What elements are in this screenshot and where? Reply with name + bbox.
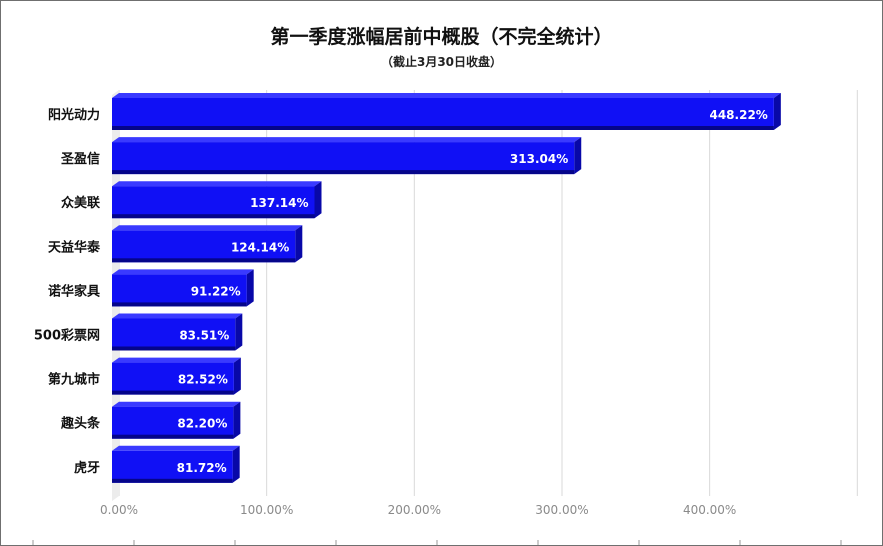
bar-side-face bbox=[233, 357, 241, 395]
category-label: 阳光动力 bbox=[48, 107, 100, 123]
bar-side-face bbox=[246, 269, 254, 307]
bar-side-face bbox=[773, 93, 781, 130]
category-label: 500彩票网 bbox=[34, 328, 100, 344]
bar-top-face bbox=[112, 445, 240, 451]
bar-side-face bbox=[574, 137, 582, 175]
bar-bottom-edge bbox=[112, 478, 233, 483]
bar-front-face bbox=[112, 186, 315, 219]
bar-top-face bbox=[112, 401, 241, 407]
bar-front-face bbox=[112, 142, 575, 175]
bar-value-label: 83.51% bbox=[179, 329, 229, 343]
bar-side-face bbox=[295, 225, 303, 263]
chart-title: 第一季度涨幅居前中概股（不完全统计） bbox=[270, 26, 613, 48]
bar-top-face bbox=[112, 269, 254, 275]
x-tick-label: 200.00% bbox=[388, 503, 441, 517]
category-label: 第九城市 bbox=[48, 372, 100, 388]
bar-value-label: 82.20% bbox=[177, 417, 227, 431]
bar-front-face bbox=[112, 230, 296, 263]
bar-side-face bbox=[314, 181, 322, 219]
bar-0 bbox=[112, 93, 781, 130]
bar-6 bbox=[112, 357, 241, 395]
bar-top-face bbox=[112, 313, 243, 319]
bar-value-label: 137.14% bbox=[250, 196, 308, 210]
x-tick-label: 100.00% bbox=[240, 503, 293, 517]
bar-2 bbox=[112, 181, 322, 219]
bar-bottom-edge bbox=[112, 346, 236, 351]
category-label: 趣头条 bbox=[60, 416, 101, 432]
category-label: 虎牙 bbox=[74, 460, 100, 476]
bar-value-label: 448.22% bbox=[709, 108, 767, 122]
bar-front-face bbox=[112, 318, 236, 351]
bar-front-face bbox=[112, 450, 233, 483]
bar-value-label: 81.72% bbox=[177, 461, 227, 475]
category-label: 圣盈信 bbox=[61, 151, 100, 167]
bar-value-label: 313.04% bbox=[510, 152, 568, 166]
bar-7 bbox=[112, 401, 241, 439]
bar-value-label: 124.14% bbox=[231, 240, 289, 254]
bar-top-face bbox=[112, 357, 241, 363]
bar-top-face bbox=[112, 93, 781, 98]
bar-side-face bbox=[232, 445, 240, 483]
bar-top-face bbox=[112, 181, 322, 187]
bar-5 bbox=[112, 313, 243, 351]
bar-top-face bbox=[112, 137, 582, 143]
x-tick-label: 400.00% bbox=[683, 503, 736, 517]
category-label: 众美联 bbox=[61, 195, 100, 211]
chart-subtitle: （截止3月30日收盘） bbox=[380, 55, 503, 69]
bar-bottom-edge bbox=[112, 258, 296, 263]
bar-side-face bbox=[233, 401, 241, 439]
bar-8 bbox=[112, 445, 240, 483]
category-label: 天益华泰 bbox=[48, 239, 101, 255]
bar-front-face bbox=[112, 362, 234, 395]
bar-1 bbox=[112, 137, 582, 175]
bar-bottom-edge bbox=[112, 126, 774, 130]
x-tick-label: 300.00% bbox=[535, 503, 588, 517]
bar-front-face bbox=[112, 98, 774, 130]
bar-bottom-edge bbox=[112, 214, 315, 219]
category-label: 诺华家具 bbox=[48, 283, 100, 299]
bar-bottom-edge bbox=[112, 302, 247, 307]
bar-front-face bbox=[112, 274, 247, 307]
bar-top-face bbox=[112, 225, 303, 231]
bar-3 bbox=[112, 225, 303, 263]
bar-side-face bbox=[235, 313, 243, 351]
bar-4 bbox=[112, 269, 254, 307]
bar-bottom-edge bbox=[112, 390, 234, 395]
bar-front-face bbox=[112, 406, 234, 439]
bar-value-label: 82.52% bbox=[178, 373, 228, 387]
bar-value-label: 91.22% bbox=[191, 284, 241, 298]
bar-bottom-edge bbox=[112, 434, 234, 439]
x-tick-label: 0.00% bbox=[100, 503, 138, 517]
bar-bottom-edge bbox=[112, 170, 575, 175]
